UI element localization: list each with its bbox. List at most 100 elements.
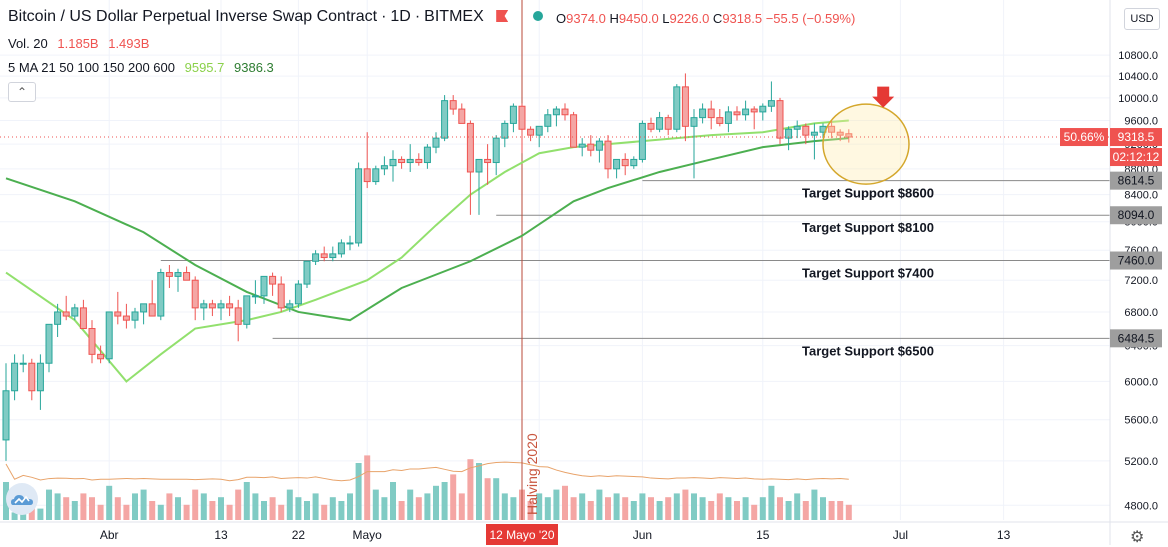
currency-button[interactable]: USD bbox=[1124, 8, 1160, 30]
candle-body bbox=[578, 143, 586, 148]
volume-bar bbox=[785, 501, 792, 520]
support-target-text: Target Support $8600 bbox=[802, 186, 934, 201]
volume-bar bbox=[553, 489, 560, 520]
candle-body bbox=[131, 311, 139, 321]
candle-body bbox=[174, 272, 182, 277]
interval-label[interactable]: 1D bbox=[390, 8, 411, 25]
volume-bar bbox=[570, 497, 577, 520]
ma-value-1: 9595.7 bbox=[184, 60, 225, 75]
candle-body bbox=[243, 295, 251, 325]
ma-long-line bbox=[5, 137, 849, 322]
price-axis[interactable]: 4800.05200.05600.06000.06400.06800.07200… bbox=[1060, 0, 1168, 545]
volume-bar bbox=[200, 493, 207, 520]
volume-bar bbox=[63, 497, 70, 520]
collapse-legend-button[interactable]: ⌃ bbox=[8, 82, 36, 102]
candle-body bbox=[604, 140, 612, 170]
volume-bar bbox=[820, 497, 826, 520]
candle-body bbox=[19, 362, 27, 365]
volume-bar bbox=[605, 497, 611, 520]
volume-bar bbox=[243, 482, 250, 520]
candle-body bbox=[767, 100, 775, 107]
candle-body bbox=[638, 122, 646, 160]
support-target-text: Target Support $8100 bbox=[802, 220, 934, 235]
candle-body bbox=[337, 242, 345, 255]
volume-bar bbox=[596, 489, 603, 520]
volume-bar bbox=[132, 493, 138, 520]
volume-bar bbox=[493, 478, 500, 520]
time-tick-label: 22 bbox=[292, 528, 306, 542]
candle-body bbox=[664, 117, 672, 130]
volume-ma-line bbox=[5, 461, 849, 482]
time-tick-label: Jul bbox=[893, 528, 908, 542]
flag-icon[interactable] bbox=[496, 10, 509, 22]
ohlc-values: O9374.0 H9450.0 L9226.0 C9318.5 −55.5 (−… bbox=[556, 11, 855, 26]
countdown-label: 02:12:12 bbox=[1113, 150, 1160, 164]
time-axis[interactable]: Abr1322Mayo20Jun15Jul1312 Mayo '20 bbox=[0, 521, 1168, 545]
highlight-circle bbox=[822, 103, 910, 185]
candle-body bbox=[828, 125, 836, 133]
tradingview-logo-icon[interactable] bbox=[6, 483, 38, 515]
volume-bar bbox=[123, 504, 130, 520]
volume-bar bbox=[304, 501, 310, 520]
candle-body bbox=[613, 158, 621, 170]
volume-bar bbox=[501, 493, 508, 520]
volume-bar bbox=[140, 489, 147, 520]
volume-bar bbox=[811, 489, 818, 520]
volume-bar bbox=[673, 493, 680, 520]
candle-body bbox=[836, 131, 844, 136]
candle-body bbox=[707, 108, 715, 119]
last-price-tag bbox=[1110, 128, 1162, 147]
candle-body bbox=[458, 108, 466, 124]
volume-bar bbox=[89, 497, 95, 520]
volume-bar bbox=[329, 497, 336, 520]
volume-bar bbox=[269, 497, 276, 520]
volume-bar bbox=[71, 501, 78, 520]
volume-bar bbox=[579, 493, 586, 520]
volume-bar bbox=[11, 512, 18, 520]
candle-body bbox=[165, 272, 173, 277]
support-target-text: Target Support $6500 bbox=[802, 343, 934, 358]
volume-bar bbox=[751, 504, 758, 520]
volume-bar bbox=[149, 501, 156, 520]
volume-bar bbox=[415, 497, 422, 520]
candle-body bbox=[802, 125, 810, 136]
candle-body bbox=[269, 275, 277, 285]
candle-body bbox=[157, 272, 165, 317]
candle-body bbox=[621, 158, 629, 167]
volume-label[interactable]: Vol. 20 bbox=[8, 36, 48, 51]
low-value: 9226.0 bbox=[669, 11, 710, 26]
volume-bar bbox=[114, 497, 121, 520]
halving-text: Halving 2020 bbox=[524, 433, 540, 515]
candle-body bbox=[415, 158, 423, 164]
volume-bar bbox=[665, 497, 672, 520]
candle-body bbox=[54, 311, 62, 325]
price-tick-label: 7200.0 bbox=[1124, 275, 1158, 287]
volume-bar bbox=[166, 493, 173, 520]
volume-bar bbox=[536, 493, 543, 520]
candle-body bbox=[647, 122, 655, 130]
volume-value-1: 1.185B bbox=[57, 36, 99, 51]
symbol-title[interactable]: Bitcoin / US Dollar Perpetual Inverse Sw… bbox=[8, 8, 378, 25]
candle-body bbox=[294, 283, 302, 305]
support-axis-tag bbox=[1110, 206, 1162, 225]
volume-bar bbox=[734, 501, 740, 520]
candle-body bbox=[79, 307, 87, 330]
volume-bar bbox=[794, 493, 801, 520]
volume-bar bbox=[476, 463, 482, 520]
candle-body bbox=[630, 158, 638, 167]
candle-body bbox=[570, 114, 578, 148]
candle-body bbox=[535, 125, 543, 136]
price-tick-label: 5200.0 bbox=[1124, 456, 1158, 468]
candle-body bbox=[810, 131, 818, 136]
price-tick-label: 10000.0 bbox=[1118, 93, 1158, 105]
settings-gear-icon[interactable]: ⚙ bbox=[1130, 529, 1145, 546]
volume-bar bbox=[252, 493, 259, 520]
candle-body bbox=[11, 362, 19, 392]
volume-bar bbox=[407, 489, 414, 520]
volume-bar bbox=[338, 501, 345, 520]
volume-bar bbox=[347, 493, 353, 520]
candle-body bbox=[88, 328, 96, 355]
ma-label[interactable]: 5 MA 21 50 100 150 200 600 bbox=[8, 60, 175, 75]
candle-body bbox=[793, 125, 801, 130]
